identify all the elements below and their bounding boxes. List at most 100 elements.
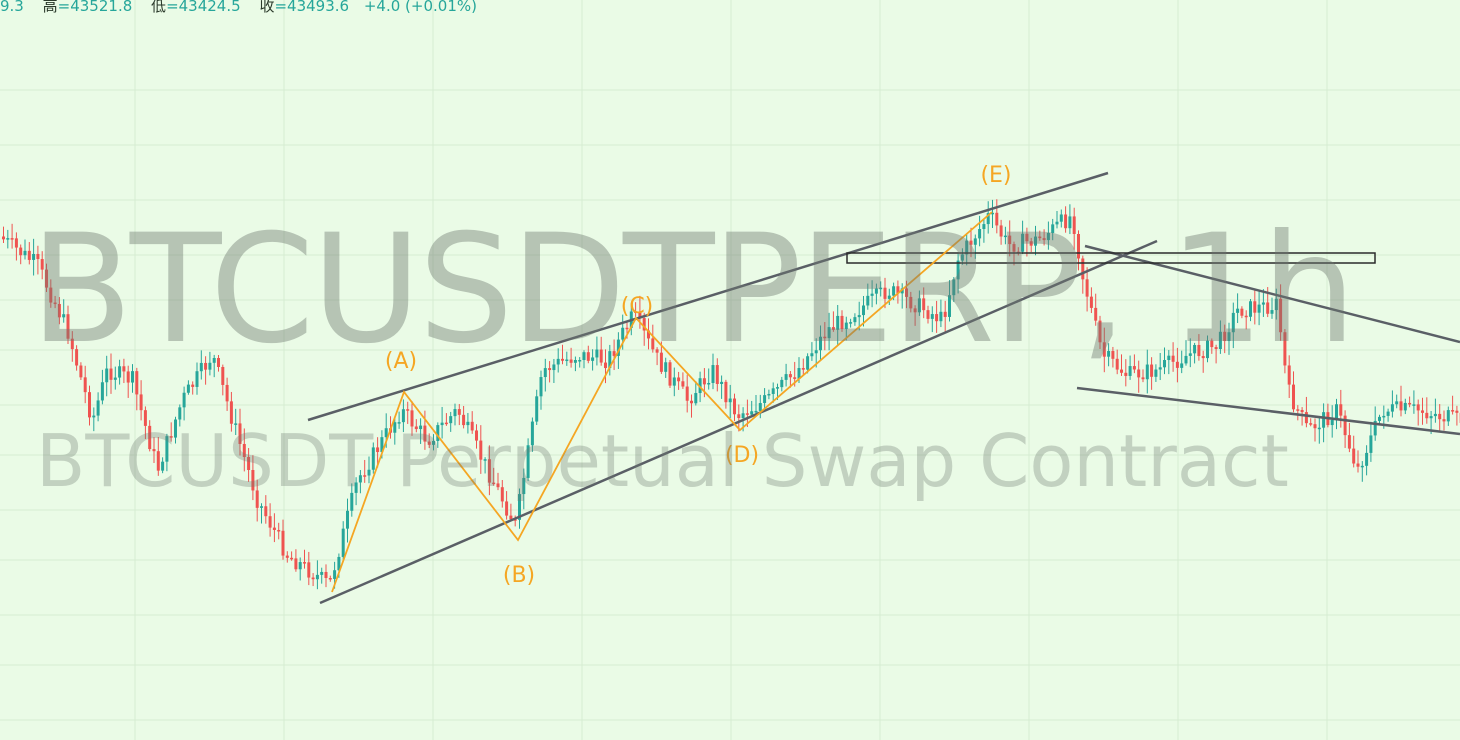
candle-body — [217, 357, 220, 367]
candle-body — [320, 571, 324, 575]
candle-body — [616, 339, 620, 356]
candle-body — [247, 457, 251, 471]
candle-body — [681, 381, 685, 387]
candle-body — [113, 377, 117, 380]
candle-body — [995, 212, 999, 226]
candle-body — [1240, 308, 1244, 316]
candle-body — [1313, 424, 1317, 429]
candle-body — [70, 338, 74, 350]
candle-body — [939, 311, 943, 322]
candle-body — [62, 314, 66, 318]
candle-body — [707, 382, 711, 385]
candle-body — [668, 362, 672, 386]
candle-body — [664, 362, 668, 372]
candle-body — [1382, 415, 1386, 418]
candle-body — [999, 225, 1003, 237]
candle-body — [1446, 410, 1450, 422]
candle-body — [19, 247, 23, 256]
candle-body — [1124, 372, 1128, 376]
candle-body — [148, 425, 152, 450]
candle-body — [1231, 312, 1235, 333]
candle-body — [1322, 412, 1326, 428]
candle-body — [432, 440, 435, 445]
candle-body — [1158, 367, 1162, 370]
candle-body — [758, 403, 762, 411]
candle-body — [556, 358, 560, 365]
candle-body — [466, 421, 470, 426]
candle-body — [909, 296, 913, 309]
candle-body — [1150, 364, 1154, 377]
candle-body — [1352, 448, 1356, 464]
candle-body — [767, 393, 771, 396]
candle-body — [724, 381, 728, 403]
candle-body — [1399, 401, 1403, 411]
candle-body — [535, 396, 539, 422]
candle-body — [690, 400, 693, 404]
candle-body — [410, 410, 414, 427]
candle-body — [1279, 298, 1283, 333]
candle-body — [543, 368, 547, 378]
candle-body — [505, 501, 509, 516]
candle-body — [1330, 419, 1334, 426]
candle-body — [604, 362, 607, 369]
candle-body — [333, 570, 337, 579]
candle-body — [612, 351, 616, 356]
candle-body — [419, 425, 423, 430]
candle-body — [1300, 409, 1304, 413]
candle-body — [255, 490, 259, 508]
candle-body — [599, 349, 603, 363]
candle-body — [1274, 298, 1278, 311]
candle-body — [350, 492, 354, 511]
candle-body — [978, 229, 982, 239]
candle-body — [672, 377, 676, 386]
candle-body — [315, 574, 319, 580]
candle-body — [1081, 258, 1085, 280]
candle-body — [186, 384, 190, 393]
candle-body — [1283, 332, 1287, 366]
candle-body — [92, 415, 96, 418]
candle-body — [930, 314, 934, 319]
candle-body — [741, 413, 745, 419]
drawing-tools[interactable] — [307, 171, 1460, 605]
candle-body — [384, 428, 388, 438]
candle-body — [1012, 244, 1016, 252]
candle-body — [702, 378, 706, 385]
wave-label-a: (A) — [385, 349, 417, 374]
candle-body — [1296, 409, 1300, 411]
candle-body — [14, 238, 18, 248]
candle-body — [849, 322, 853, 324]
candle-body — [887, 295, 891, 299]
candle-body — [49, 287, 53, 303]
candle-body — [337, 556, 341, 571]
candle-body — [591, 357, 595, 361]
candle-body — [1021, 233, 1025, 252]
candle-body — [1455, 410, 1459, 413]
open-value: 9.3 — [0, 0, 24, 15]
candle-body — [178, 407, 182, 420]
candle-body — [836, 315, 840, 330]
candle-body — [397, 422, 401, 424]
candle-body — [922, 298, 926, 311]
candle-body — [651, 338, 655, 350]
candle-body — [195, 371, 199, 387]
candle-body — [1343, 415, 1347, 436]
candle-body — [229, 401, 233, 424]
candle-body — [414, 426, 418, 430]
candle-body — [57, 303, 61, 318]
candle-body — [303, 562, 306, 564]
candle-body — [500, 487, 504, 502]
candle-body — [720, 381, 724, 384]
elliott-wave-path — [331, 211, 993, 593]
candle-body — [634, 311, 638, 313]
candle-body — [733, 398, 736, 415]
candle-body — [32, 253, 36, 260]
candle-body — [204, 362, 208, 370]
change-value: +4.0 (+0.01%) — [363, 0, 477, 15]
candle-body — [475, 430, 478, 441]
candle-body — [883, 287, 887, 299]
candle-body — [793, 377, 797, 379]
candle-body — [208, 362, 212, 370]
candle-body — [470, 421, 474, 431]
